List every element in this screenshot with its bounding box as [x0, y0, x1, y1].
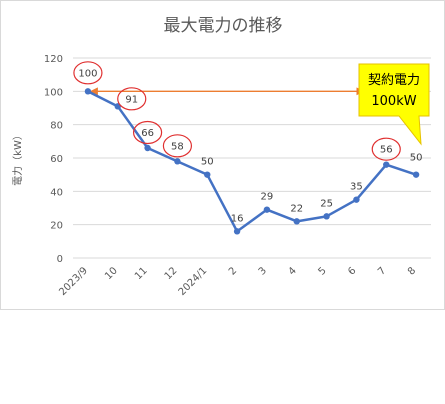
data-point — [204, 171, 211, 178]
data-label: 22 — [290, 203, 303, 214]
data-label: 16 — [231, 213, 244, 224]
data-label: 35 — [350, 182, 363, 193]
y-tick-label: 20 — [50, 221, 63, 232]
x-tick-label: 11 — [133, 265, 150, 282]
highlight-circle — [132, 120, 163, 145]
y-tick-label: 40 — [50, 187, 63, 198]
y-tick-label: 60 — [50, 154, 63, 165]
data-label: 100 — [78, 68, 97, 79]
data-point — [263, 206, 271, 213]
data-point — [293, 218, 300, 225]
data-point — [84, 88, 92, 95]
series-line-layer — [84, 88, 420, 235]
data-label: 58 — [171, 141, 184, 152]
y-tick-label: 120 — [44, 54, 63, 65]
highlight-circle — [162, 134, 193, 158]
data-label: 50 — [201, 157, 214, 168]
y-tick-label: 0 — [57, 254, 63, 265]
data-point — [323, 213, 330, 220]
y-tick-label: 80 — [50, 121, 63, 132]
data-point — [383, 161, 390, 168]
data-label: 25 — [320, 198, 333, 209]
y-axis-label: 電力（kW） — [11, 130, 24, 186]
data-point — [144, 144, 151, 152]
data-label: 50 — [410, 153, 423, 164]
x-tick-label: 10 — [103, 265, 120, 282]
data-point — [233, 228, 241, 235]
data-label: 66 — [141, 128, 154, 139]
y-tick-label: 100 — [44, 87, 63, 98]
x-tick-label: 8 — [406, 265, 418, 277]
x-tick-label: 4 — [287, 265, 299, 277]
highlight-circles — [73, 61, 401, 161]
chart-title: 最大電力の推移 — [164, 16, 283, 36]
data-label: 91 — [125, 94, 138, 105]
x-tick-label: 2023/9 — [57, 265, 90, 298]
x-tick-label: 2 — [227, 265, 239, 277]
highlight-circle — [73, 61, 103, 85]
highlight-circle — [371, 137, 401, 161]
data-label: 56 — [380, 145, 393, 156]
data-label: 29 — [261, 192, 274, 203]
chart-frame: 最大電力の推移 電力（kW） 100 91 66 58 50 16 29 22 25 35 56 50… — [0, 0, 445, 310]
x-tick-label: 3 — [257, 265, 269, 277]
contract-power-callout: 契約電力 100kW — [358, 63, 430, 146]
x-tick-label: 2024/1 — [177, 265, 210, 298]
data-point — [353, 196, 360, 203]
callout-shape — [358, 63, 430, 146]
data-labels: 100 91 66 58 50 16 29 22 25 35 56 50 — [78, 68, 422, 224]
x-tick-label: 6 — [346, 265, 358, 277]
data-point — [412, 171, 420, 178]
x-tick-label: 5 — [316, 265, 328, 277]
x-tick-label: 12 — [163, 265, 180, 282]
callout-line1: 契約電力 — [368, 73, 420, 88]
data-point — [174, 158, 181, 165]
callout-line2: 100kW — [371, 94, 416, 109]
series-line — [87, 90, 417, 233]
x-tick-label: 7 — [376, 265, 388, 277]
highlight-circle — [117, 87, 147, 111]
